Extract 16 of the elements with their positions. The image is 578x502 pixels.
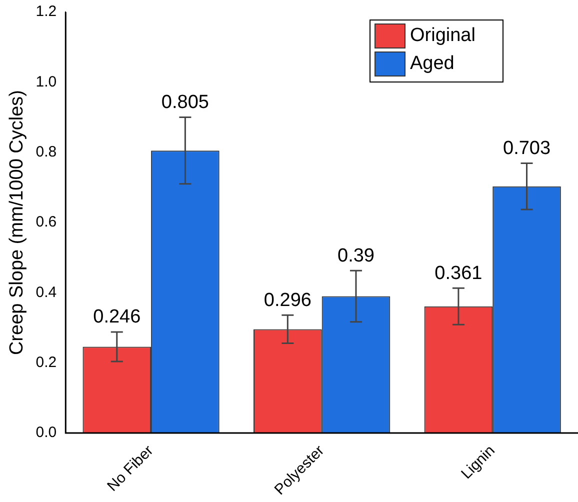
y-tick-label: 0.8	[36, 143, 57, 160]
data-label: 0.246	[93, 306, 141, 328]
y-tick-label: 0.6	[36, 214, 57, 231]
y-tick-label: 1.0	[36, 73, 57, 90]
y-tick-label: 0.4	[36, 284, 57, 301]
data-label: 0.703	[502, 138, 551, 159]
y-tick-label: 0.0	[36, 424, 57, 442]
legend-label: Aged	[410, 53, 454, 74]
y-tick-label: 0.2	[36, 354, 57, 372]
data-label: 0.361	[434, 262, 482, 284]
y-axis-title: Creep Slope (mm/1000 Cycles)	[6, 90, 28, 356]
legend-label: Original	[410, 25, 476, 46]
data-label: 0.805	[161, 92, 209, 113]
y-tick-label: 1.2	[36, 3, 57, 20]
data-label: 0.296	[264, 290, 312, 311]
data-label: 0.39	[337, 245, 374, 266]
